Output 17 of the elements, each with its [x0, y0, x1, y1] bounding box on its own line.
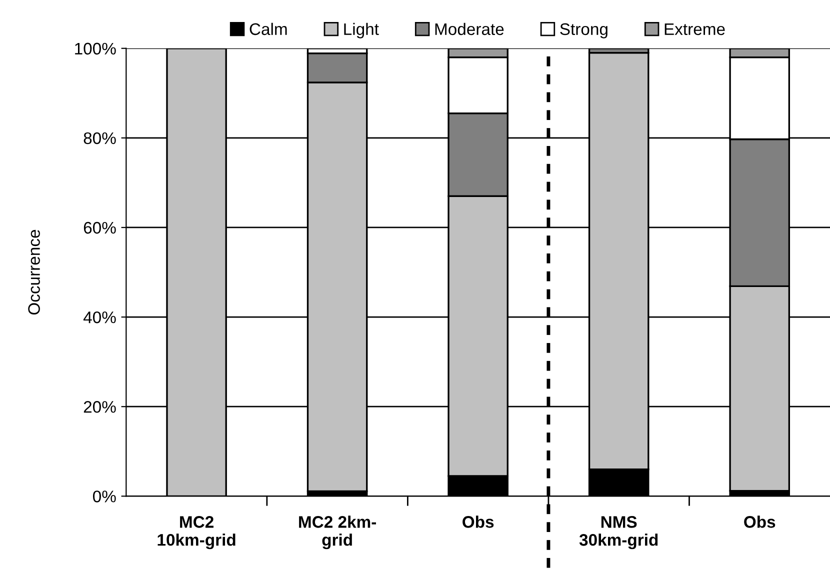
- legend-label: Light: [344, 22, 379, 38]
- legend-label: Extreme: [664, 23, 725, 36]
- y-tick-label: 20%: [84, 401, 116, 413]
- y-tick-label: 60%: [84, 222, 116, 234]
- y-tick-label: 40%: [83, 311, 116, 324]
- y-tick-label: 100%: [75, 42, 116, 55]
- legend-label: Strong: [560, 23, 608, 38]
- x-tick-label: MC2 2km- grid: [299, 516, 376, 550]
- x-tick-label: NMS 30km-grid: [579, 516, 658, 550]
- y-axis-title: Occurrence: [28, 230, 40, 315]
- y-tick-label: 0%: [93, 490, 116, 502]
- legend-label: Calm: [250, 22, 287, 36]
- x-tick-label: Obs: [744, 516, 776, 528]
- legend-label: Moderate: [435, 22, 504, 36]
- x-tick-label: MC2 10km-grid: [158, 516, 236, 550]
- x-tick-label: Obs: [462, 516, 494, 528]
- y-tick-label: 80%: [84, 132, 116, 144]
